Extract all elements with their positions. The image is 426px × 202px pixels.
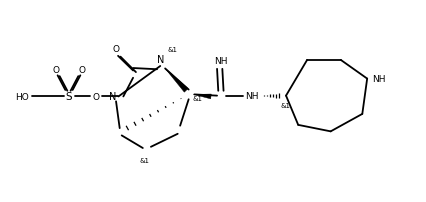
Polygon shape — [193, 95, 211, 99]
Text: NH: NH — [373, 75, 386, 84]
Text: N: N — [157, 54, 164, 64]
Text: HO: HO — [15, 93, 29, 101]
Text: &1: &1 — [140, 157, 150, 163]
Text: N: N — [109, 92, 116, 102]
Text: NH: NH — [214, 57, 228, 66]
Text: O: O — [79, 65, 86, 74]
Text: NH: NH — [246, 92, 259, 101]
Text: O: O — [52, 65, 59, 74]
Text: O: O — [112, 45, 119, 54]
Polygon shape — [165, 69, 188, 93]
Text: &1: &1 — [167, 47, 177, 53]
Text: &1: &1 — [193, 95, 203, 101]
Text: O: O — [92, 93, 100, 101]
Text: &1: &1 — [281, 102, 291, 108]
Text: S: S — [66, 92, 72, 102]
